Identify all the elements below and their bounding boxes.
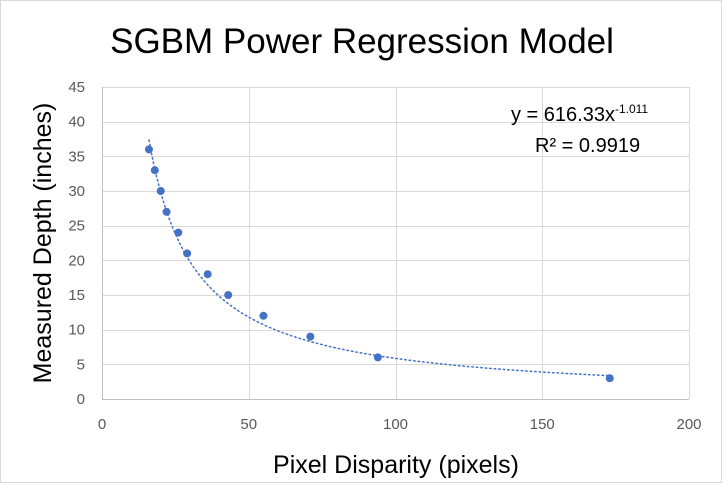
x-tick-label: 200: [676, 416, 701, 433]
y-tick-label: 25: [68, 218, 85, 235]
x-tick-label: 100: [383, 416, 408, 433]
x-tick-label: 50: [240, 416, 257, 433]
data-point: [306, 332, 315, 341]
y-tick-label: 20: [68, 252, 85, 269]
data-point: [224, 291, 233, 299]
y-tick-label: 45: [68, 79, 85, 96]
data-point: [174, 228, 183, 237]
y-tick-label: 40: [68, 114, 85, 131]
tick-labels: 0 5 10 15 20 25 30 35 40 45 0 50 100 150 200: [68, 79, 701, 433]
equation-base: y = 616.33x: [511, 104, 615, 126]
y-tick-label: 5: [77, 356, 85, 373]
data-point: [150, 166, 159, 175]
gridlines: [102, 87, 690, 400]
x-tick-label: 0: [98, 416, 106, 433]
equation-exponent: -1.011: [615, 102, 648, 116]
y-tick-label: 15: [68, 287, 85, 304]
data-point: [259, 311, 268, 320]
data-point: [183, 249, 192, 258]
y-tick-label: 35: [68, 148, 85, 165]
r-squared-label: R² = 0.9919: [535, 135, 640, 157]
trendline-layer: [148, 139, 611, 377]
data-point: [162, 207, 171, 216]
chart-title: SGBM Power Regression Model: [110, 22, 614, 61]
y-tick-label: 30: [68, 183, 85, 200]
data-point: [373, 353, 382, 362]
y-tick-label: 10: [68, 322, 85, 339]
x-tick-label: 150: [530, 416, 555, 433]
trendline-equation: y = 616.33x-1.011: [511, 102, 648, 126]
data-point: [605, 374, 614, 383]
y-axis-title: Measured Depth (inches): [29, 103, 57, 384]
axes: [102, 87, 689, 400]
data-point: [203, 270, 212, 279]
x-axis-title: Pixel Disparity (pixels): [273, 451, 519, 479]
data-point: [156, 187, 165, 195]
power-trendline: [148, 139, 611, 377]
data-points: [144, 145, 614, 383]
data-point: [144, 145, 153, 154]
y-tick-label: 0: [77, 391, 85, 408]
